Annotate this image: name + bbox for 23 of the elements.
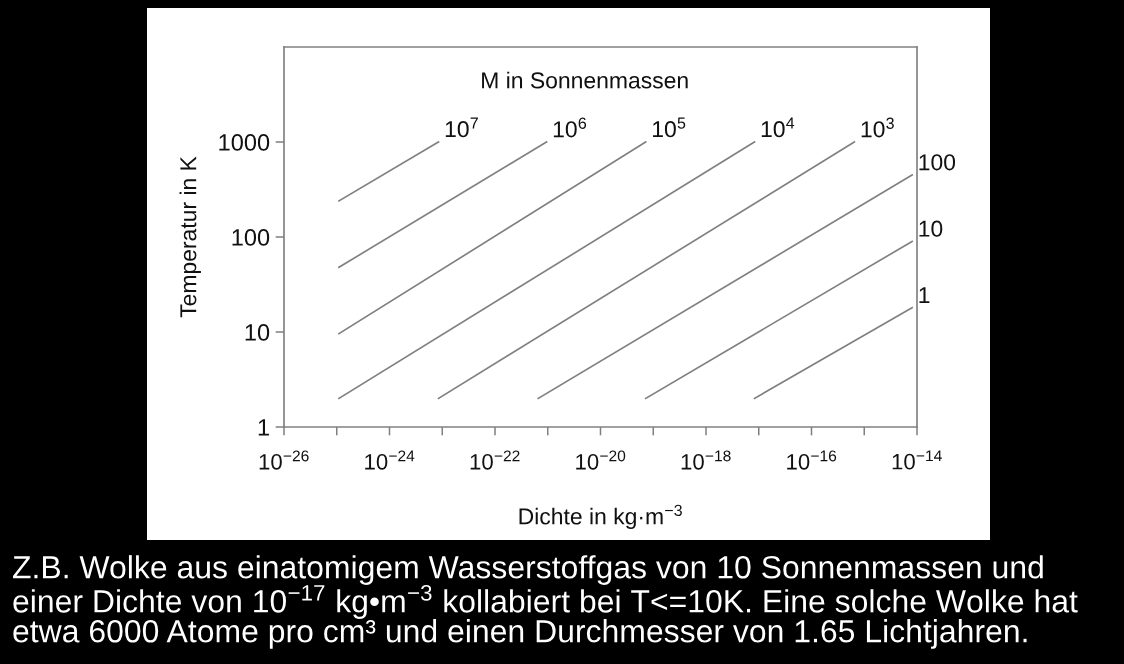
series-label: 10$^{5}$ bbox=[653, 117, 686, 138]
x-tick-label: 10$^{−16}$ bbox=[787, 450, 837, 470]
x-tick-label: 10$^{−26}$ bbox=[259, 450, 309, 470]
series-label: 10$^{7}$ bbox=[445, 117, 478, 138]
series-label: 10$^{6}$ bbox=[553, 117, 587, 138]
series-label: 10 bbox=[919, 220, 943, 237]
x-axis-title: Dichte in kg·m$^{−3}$ bbox=[519, 504, 682, 530]
series-label: 10$^{4}$ bbox=[761, 117, 795, 138]
x-tick-label: 10$^{−20}$ bbox=[576, 450, 626, 470]
y-tick-label: 1000 bbox=[219, 134, 270, 151]
x-tick-label: 10$^{−18}$ bbox=[681, 450, 731, 470]
y-tick-label: 100 bbox=[232, 229, 270, 246]
y-tick-label: 10 bbox=[245, 324, 270, 341]
x-tick-label: 10$^{−14}$ bbox=[892, 450, 942, 470]
y-axis-title: Temperatur in K bbox=[179, 156, 201, 318]
series-label: 10$^{3}$ bbox=[861, 117, 894, 138]
x-tick-label: 10$^{−24}$ bbox=[365, 450, 415, 470]
x-tick-label: 10$^{−22}$ bbox=[470, 450, 520, 470]
text: Z.B. Wolke aus einatomigem Wasserstoffgas von 10 Sonnenmassen und einer Dichte von 10$^{−17}$ kg•m$^{−3}$ kollabiert bei T<=10K. Eine solche Wolke hat etwa 6000 Atome pro cm³ und einen Durchmesser von 1.65 Lichtjahren. bbox=[13, 555, 1078, 649]
series-label: 100 bbox=[919, 154, 956, 171]
annotation: M in Sonnenmassen bbox=[482, 71, 688, 89]
y-tick-label: 1 bbox=[258, 419, 269, 436]
series-label: 1 bbox=[919, 287, 930, 303]
